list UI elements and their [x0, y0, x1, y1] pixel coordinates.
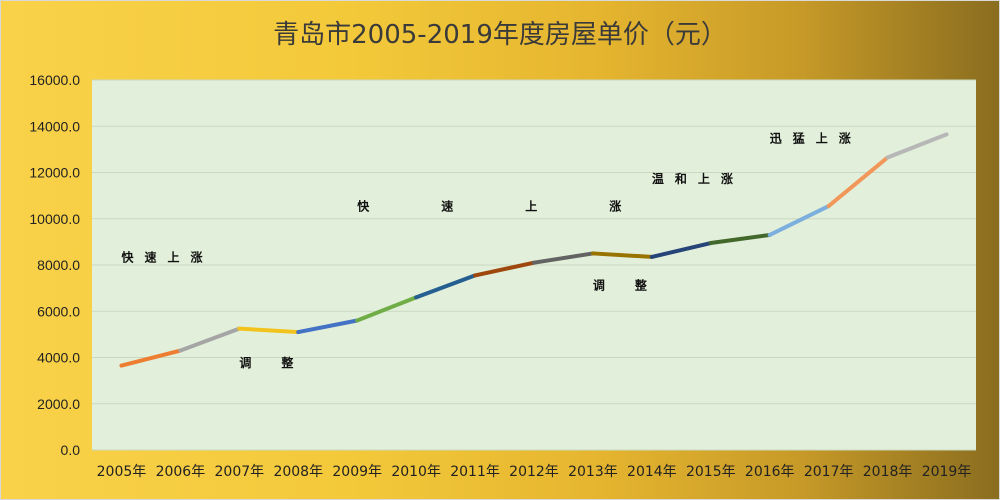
- y-tick-label: 6000.0: [37, 303, 80, 319]
- line-segment: [414, 273, 478, 300]
- x-tick-label: 2017年: [804, 464, 854, 480]
- y-tick-label: 16000.0: [29, 72, 80, 88]
- x-tick-label: 2009年: [332, 464, 382, 480]
- data-point: [591, 252, 594, 255]
- line-segment: [590, 251, 654, 259]
- y-tick-label: 14000.0: [29, 118, 80, 134]
- data-point: [886, 156, 889, 159]
- annotation-label: 迅猛上涨: [770, 130, 862, 145]
- x-tick-label: 2016年: [745, 464, 795, 480]
- line-segment: [237, 326, 301, 335]
- line-segment: [885, 132, 949, 160]
- data-point: [945, 133, 948, 136]
- x-tick-label: 2014年: [627, 464, 677, 480]
- line-segment: [649, 241, 713, 259]
- x-tick-label: 2011年: [450, 464, 500, 480]
- y-tick-label: 10000.0: [29, 211, 80, 227]
- data-point: [533, 261, 536, 264]
- y-tick-label: 4000.0: [37, 350, 80, 366]
- data-point: [474, 274, 477, 277]
- x-tick-label: 2012年: [509, 464, 559, 480]
- chart-title: 青岛市2005-2019年度房屋单价（元）: [273, 20, 727, 50]
- data-point: [356, 319, 359, 322]
- x-tick-label: 2018年: [863, 464, 913, 480]
- y-tick-label: 2000.0: [37, 396, 80, 412]
- line-segment: [178, 326, 242, 353]
- annotation-label: 快速上涨: [357, 199, 693, 214]
- y-tick-label: 0.0: [61, 442, 81, 458]
- data-point: [768, 233, 771, 236]
- annotation-label: 调整: [239, 355, 323, 370]
- data-point: [415, 296, 418, 299]
- x-tick-label: 2006年: [156, 464, 206, 480]
- x-tick-label: 2007年: [215, 464, 265, 480]
- data-point: [238, 327, 241, 330]
- line-segment: [826, 155, 890, 209]
- x-tick-label: 2010年: [391, 464, 441, 480]
- x-tick-label: 2019年: [922, 464, 972, 480]
- x-tick-label: 2005年: [97, 464, 147, 480]
- annotation-label: 温和上涨: [652, 171, 744, 186]
- data-point: [297, 331, 300, 334]
- line-segment: [296, 318, 360, 335]
- data-point: [179, 349, 182, 352]
- x-tick-label: 2008年: [273, 464, 323, 480]
- annotation-label: 调整: [593, 277, 677, 292]
- y-tick-label: 8000.0: [37, 257, 80, 273]
- line-segment: [355, 295, 419, 323]
- data-point: [827, 205, 830, 208]
- data-point: [709, 242, 712, 245]
- data-point: [120, 364, 123, 367]
- line-segment: [473, 260, 536, 278]
- line-segment: [708, 232, 772, 246]
- annotation-label: 快速上涨: [121, 250, 213, 265]
- x-tick-label: 2013年: [568, 464, 618, 480]
- y-tick-label: 12000.0: [29, 165, 80, 181]
- line-segment: [532, 251, 595, 265]
- data-point: [650, 255, 653, 258]
- x-tick-label: 2015年: [686, 464, 736, 480]
- line-segment: [767, 204, 831, 237]
- line-segment: [119, 348, 183, 368]
